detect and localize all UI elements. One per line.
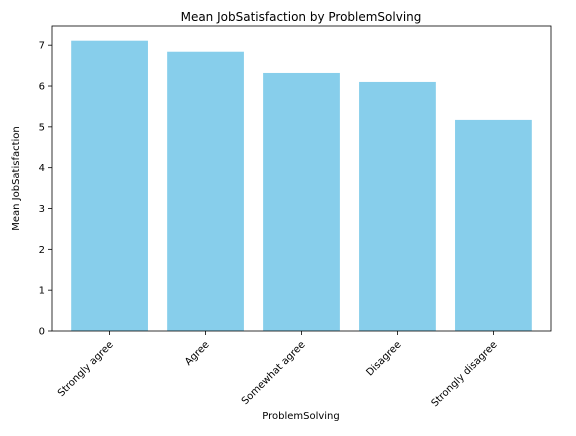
- y-tick-label: 4: [39, 163, 45, 174]
- x-tick-label: Strongly agree: [56, 339, 116, 399]
- y-tick-label: 1: [39, 286, 45, 297]
- x-tick-label: Somewhat agree: [240, 339, 308, 407]
- bar-agree: [167, 51, 244, 331]
- bar-disagree: [359, 81, 436, 332]
- y-tick-label: 7: [39, 41, 45, 52]
- plot-frame: [51, 25, 552, 332]
- y-axis-label: Mean JobSatisfaction: [11, 126, 22, 231]
- x-axis-label: ProblemSolving: [262, 411, 340, 422]
- x-tick-label: Agree: [183, 339, 212, 368]
- y-tick-label: 0: [39, 327, 45, 338]
- x-tick-label: Strongly disagree: [430, 339, 500, 409]
- x-tick-label: Disagree: [364, 339, 403, 378]
- y-tick-label: 6: [39, 82, 45, 93]
- x-axis: Strongly agree Agree Somewhat agree Disagre…: [56, 331, 500, 409]
- bar-strongly-disagree: [455, 119, 532, 331]
- bar-somewhat-agree: [263, 72, 340, 332]
- y-axis: 0 1 2 3 4 5 6 7: [39, 41, 52, 338]
- bar-strongly-agree: [71, 40, 148, 332]
- y-tick-label: 3: [39, 204, 45, 215]
- chart-title: Mean JobSatisfaction by ProblemSolving: [181, 10, 422, 24]
- bars-layer: [71, 40, 532, 332]
- y-tick-label: 5: [39, 122, 45, 133]
- y-tick-label: 2: [39, 245, 45, 256]
